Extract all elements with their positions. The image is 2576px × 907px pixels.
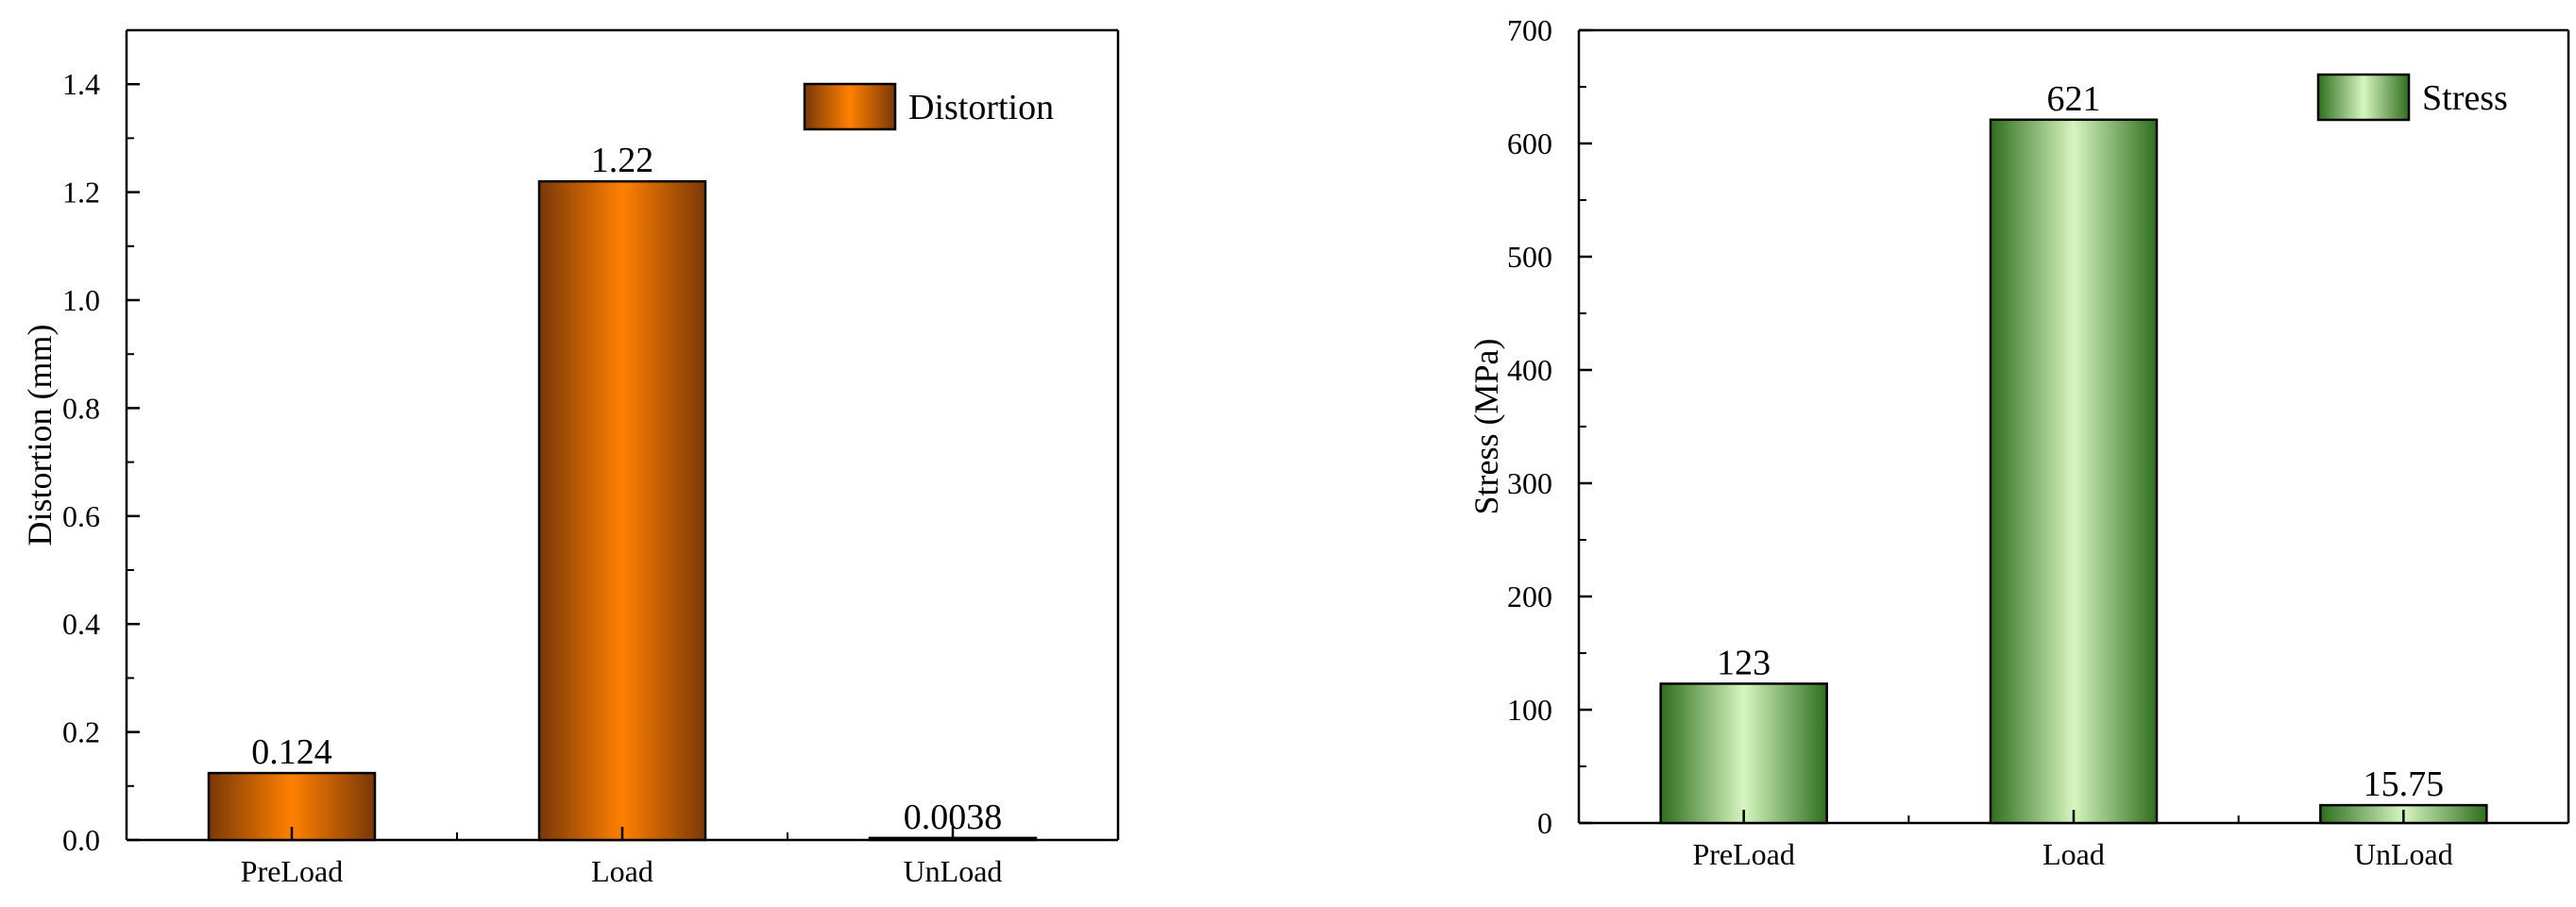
x-tick-label: UnLoad [2354, 837, 2453, 871]
y-tick-label: 700 [1507, 13, 1552, 47]
y-tick-label: 400 [1507, 353, 1552, 387]
bar-value-label: 621 [2047, 79, 2101, 119]
legend-label: Distortion [908, 88, 1054, 127]
y-tick-label: 300 [1507, 466, 1552, 500]
stress-chart: 0 100 200 300 400 500 600 700 Stress (MPa) 123 Pre… [1467, 13, 2570, 871]
y-tick-label: 500 [1507, 240, 1552, 274]
bar-value-label: 0.124 [251, 732, 332, 772]
y-tick-label: 100 [1507, 693, 1552, 727]
y-tick-label: 1.0 [62, 283, 100, 317]
y-tick-label: 0 [1537, 806, 1552, 840]
y-tick-label: 0.2 [62, 715, 100, 749]
bar [537, 179, 707, 842]
legend-swatch [2316, 73, 2411, 122]
y-tick-label: 600 [1507, 126, 1552, 160]
bar-value-label: 15.75 [2364, 764, 2445, 804]
y-tick-label: 0.4 [62, 607, 100, 641]
y-tick-label: 0.8 [62, 391, 100, 425]
y-tick-label: 0.6 [62, 499, 100, 533]
y-tick-label: 1.2 [62, 176, 100, 210]
x-tick-label: PreLoad [1692, 837, 1794, 871]
bar-value-label: 1.22 [591, 141, 654, 180]
bar [1989, 118, 2159, 825]
distortion-chart: 0.0 0.2 0.4 0.6 0.8 1.0 1.2 1.4 Distortion (mm) 0… [21, 28, 1120, 888]
y-tick-label: 0.0 [62, 823, 100, 857]
y-tick-label: 1.4 [62, 67, 100, 101]
legend-swatch [803, 82, 897, 131]
x-tick-label: PreLoad [241, 854, 343, 888]
x-tick-label: UnLoad [904, 854, 1003, 888]
x-tick-label: Load [591, 854, 653, 888]
x-tick-label: Load [2042, 837, 2105, 871]
y-tick-label: 200 [1507, 579, 1552, 613]
y-axis-title: Stress (MPa) [1467, 339, 1505, 515]
bar [1659, 682, 1828, 825]
y-axis-title: Distortion (mm) [21, 325, 59, 546]
bar-value-label: 123 [1717, 643, 1771, 682]
legend-label: Stress [2422, 78, 2508, 118]
